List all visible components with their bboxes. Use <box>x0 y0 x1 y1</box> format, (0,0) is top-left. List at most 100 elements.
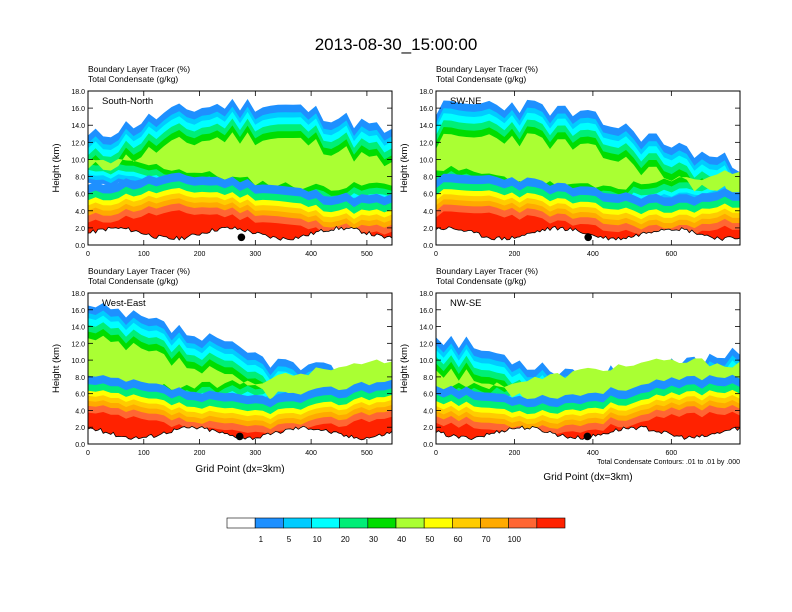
y-tick-label: 14.0 <box>419 325 433 332</box>
colorbar-swatch <box>395 517 425 529</box>
y-tick-label: 0.0 <box>423 243 433 250</box>
panel-subtitle: Boundary Layer Tracer (%) <box>436 266 538 276</box>
figure-title: 2013-08-30_15:00:00 <box>315 35 478 54</box>
panel-west-east: 0.0 2.0 4.0 6.0 8.0 10.0 12.0 14.0 16.0 18.0 0 100 2… <box>51 266 393 475</box>
y-tick-label: 14.0 <box>71 325 85 332</box>
tracer-field <box>88 98 392 245</box>
colorbar: 1 5 10 20 30 40 50 60 70 100 <box>226 517 566 544</box>
y-tick-label: 2.0 <box>423 226 433 233</box>
y-tick-label: 0.0 <box>423 442 433 449</box>
tracer-field <box>88 303 392 444</box>
y-tick-label: 8.0 <box>75 175 85 182</box>
plot-frame <box>87 292 393 445</box>
panel-subtitle: Total Condensate (g/kg) <box>436 276 526 286</box>
y-tick-label: 16.0 <box>71 106 85 113</box>
y-tick-label: 14.0 <box>419 123 433 130</box>
location-marker <box>237 233 246 242</box>
location-marker <box>584 233 592 242</box>
colorbar-swatch <box>480 517 509 529</box>
y-tick-label: 16.0 <box>419 106 433 113</box>
y-axis-label: Height (km) <box>399 344 410 393</box>
colorbar-swatch <box>536 517 566 529</box>
y-tick-label: 12.0 <box>419 341 433 348</box>
y-tick-label: 14.0 <box>71 123 85 130</box>
x-tick-label: 200 <box>509 251 521 258</box>
panel-label: SW-NE <box>450 96 482 107</box>
x-tick-label: 200 <box>509 450 521 457</box>
y-tick-label: 2.0 <box>423 425 433 432</box>
tracer-field <box>436 99 740 245</box>
colorbar-swatch <box>508 517 538 529</box>
y-tick-label: 2.0 <box>75 425 85 432</box>
x-tick-label: 500 <box>361 251 373 258</box>
tracer-field <box>436 335 740 444</box>
x-axis-label: Grid Point (dx=3km) <box>195 464 284 475</box>
colorbar-label: 1 <box>259 535 264 544</box>
colorbar-label: 5 <box>287 535 292 544</box>
y-axis-label: Height (km) <box>399 143 410 192</box>
contour-footnote: Total Condensate Contours: .01 to .01 by… <box>597 459 740 466</box>
panel-label: NW-SE <box>450 298 482 309</box>
y-tick-label: 18.0 <box>419 291 433 298</box>
plot-frame <box>87 90 393 246</box>
y-tick-label: 6.0 <box>423 392 433 399</box>
x-tick-label: 400 <box>305 251 317 258</box>
plot-frame <box>435 292 741 445</box>
y-tick-label: 16.0 <box>419 308 433 315</box>
location-marker <box>235 432 244 441</box>
y-axis-label: Height (km) <box>51 143 62 192</box>
colorbar-label: 100 <box>508 535 522 544</box>
panel-label: West-East <box>102 298 146 309</box>
y-tick-label: 18.0 <box>71 89 85 96</box>
y-tick-label: 10.0 <box>71 358 85 365</box>
y-tick-label: 10.0 <box>419 157 433 164</box>
x-tick-label: 200 <box>194 251 206 258</box>
y-tick-label: 8.0 <box>423 375 433 382</box>
colorbar-swatch <box>283 517 312 529</box>
colorbar-label: 70 <box>482 535 491 544</box>
colorbar-swatch <box>311 517 340 529</box>
colorbar-label: 10 <box>313 535 322 544</box>
y-tick-label: 4.0 <box>75 209 85 216</box>
x-tick-label: 0 <box>86 450 90 457</box>
contour-fill <box>436 133 740 206</box>
x-tick-label: 0 <box>86 251 90 258</box>
colorbar-swatch <box>254 517 284 529</box>
panel-subtitle: Boundary Layer Tracer (%) <box>436 64 538 74</box>
colorbar-label: 20 <box>341 535 350 544</box>
colorbar-swatch <box>452 517 481 529</box>
y-tick-label: 0.0 <box>75 243 85 250</box>
x-tick-label: 400 <box>587 251 599 258</box>
x-tick-label: 500 <box>361 450 373 457</box>
x-tick-label: 100 <box>138 251 150 258</box>
y-tick-label: 12.0 <box>419 140 433 147</box>
y-tick-label: 10.0 <box>419 358 433 365</box>
contour-fill <box>88 132 392 191</box>
panel-label: South-North <box>102 96 153 107</box>
location-marker <box>583 432 592 441</box>
panel-subtitle: Total Condensate (g/kg) <box>88 276 178 286</box>
x-tick-label: 100 <box>138 450 150 457</box>
panel-subtitle: Total Condensate (g/kg) <box>88 74 178 84</box>
colorbar-label: 60 <box>454 535 463 544</box>
x-axis-label: Grid Point (dx=3km) <box>543 472 632 483</box>
x-tick-label: 200 <box>194 450 206 457</box>
y-tick-label: 12.0 <box>71 140 85 147</box>
x-tick-label: 0 <box>434 450 438 457</box>
colorbar-label: 40 <box>397 535 406 544</box>
plot-frame <box>435 90 741 246</box>
y-tick-label: 6.0 <box>75 392 85 399</box>
x-tick-label: 0 <box>434 251 438 258</box>
x-tick-label: 600 <box>666 251 678 258</box>
panel-subtitle: Boundary Layer Tracer (%) <box>88 266 190 276</box>
x-tick-label: 400 <box>587 450 599 457</box>
y-tick-label: 18.0 <box>71 291 85 298</box>
y-tick-label: 4.0 <box>75 408 85 415</box>
y-tick-label: 6.0 <box>423 192 433 199</box>
colorbar-swatch <box>339 517 369 529</box>
y-tick-label: 0.0 <box>75 442 85 449</box>
x-tick-label: 300 <box>249 450 261 457</box>
panel-sw-ne: 0.0 2.0 4.0 6.0 8.0 10.0 12.0 14.0 16.0 18.0 0 200 4… <box>399 64 741 258</box>
panel-nw-se: 0.0 2.0 4.0 6.0 8.0 10.0 12.0 14.0 16.0 18.0 0 200 4… <box>399 266 741 483</box>
